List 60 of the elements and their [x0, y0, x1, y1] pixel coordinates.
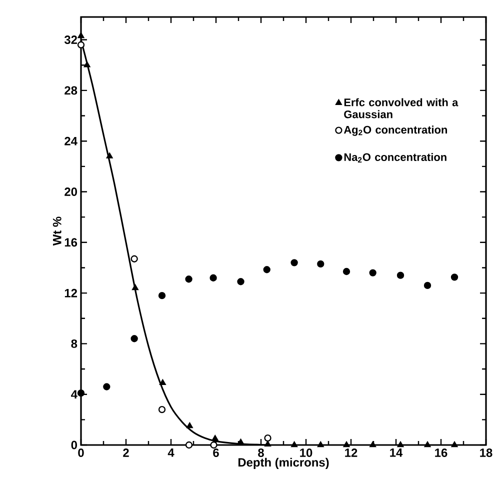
point [106, 152, 113, 158]
point [238, 438, 244, 445]
y-tick-label: 20 [64, 188, 77, 196]
point [130, 335, 138, 342]
point [396, 272, 404, 279]
x-tick-label: 14 [390, 448, 403, 457]
legend-label: Ag$_{2}$O concentration [344, 126, 447, 136]
y-tick-label: 24 [64, 136, 78, 146]
point [77, 389, 85, 397]
point [130, 255, 138, 262]
point [185, 276, 192, 283]
x-tick-label: 16 [435, 448, 448, 457]
point [237, 278, 244, 286]
point [103, 383, 110, 390]
y-tick-label: 0 [71, 440, 77, 450]
y-tick-label: 16 [64, 238, 78, 247]
point [185, 441, 193, 449]
point [212, 435, 218, 441]
x-tick-label: 2 [123, 448, 129, 457]
x-tick-label: 4 [168, 448, 174, 457]
x-tick-label: 8 [258, 448, 264, 457]
point [158, 406, 166, 414]
point [343, 441, 350, 448]
y-tick-label: 12 [64, 288, 77, 298]
point [397, 441, 404, 448]
point [424, 441, 431, 448]
x-axis-title: Depth (microns) [238, 458, 329, 469]
x-tick-label: 6 [213, 448, 219, 457]
y-tick-label: 28 [64, 86, 78, 95]
point [78, 32, 84, 38]
point [158, 292, 166, 300]
y-tick-label: 32 [64, 36, 77, 44]
point [186, 422, 193, 428]
point [291, 441, 298, 448]
point [210, 274, 217, 282]
legend-label: Erfc convolved with a Gaussian [344, 98, 458, 118]
point [369, 269, 376, 276]
point [451, 441, 458, 448]
point [210, 441, 218, 449]
x-tick-label: 0 [78, 448, 84, 457]
point [317, 260, 324, 268]
point [159, 379, 166, 386]
point [84, 62, 90, 68]
point [77, 41, 85, 48]
legend-label: Na$_{2}$O concentration [344, 152, 446, 163]
point [264, 434, 272, 442]
point [132, 284, 138, 290]
point [263, 266, 270, 274]
point [317, 441, 324, 448]
point [450, 274, 458, 281]
point [370, 441, 376, 448]
point [342, 268, 350, 276]
y-tick-label: 4 [71, 390, 78, 398]
x-tick-label: 10 [300, 448, 312, 457]
point [290, 259, 298, 266]
point [424, 282, 432, 290]
y-axis-title: Wt % [52, 216, 62, 246]
y-tick-label: 8 [71, 339, 78, 348]
x-tick-label: 18 [480, 448, 492, 457]
x-tick-label: 12 [345, 448, 358, 457]
